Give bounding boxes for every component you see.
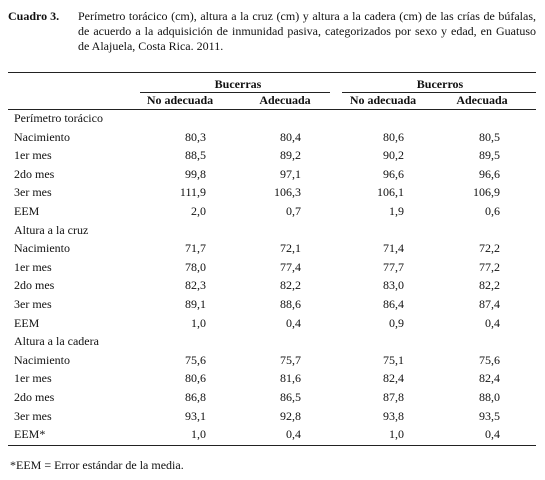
cell-value: 106,1 bbox=[377, 185, 404, 200]
cell-value: 111,9 bbox=[179, 185, 206, 200]
row-label: EEM bbox=[14, 315, 40, 330]
row-label: EEM* bbox=[14, 427, 46, 442]
cell-value: 0,4 bbox=[286, 427, 301, 442]
row-label: 2do mes bbox=[14, 390, 55, 404]
row-label: 3er mes bbox=[14, 297, 52, 311]
cell-value: 72,1 bbox=[280, 241, 301, 256]
cell-value: 106,3 bbox=[274, 185, 301, 200]
cell-value: 99,8 bbox=[185, 166, 206, 181]
group-header: Bucerros bbox=[416, 77, 464, 91]
row-label: 3er mes bbox=[14, 408, 52, 423]
group-rule bbox=[342, 92, 536, 93]
cell-value: 80,6 bbox=[185, 371, 206, 386]
cell-value: 77,4 bbox=[280, 259, 301, 274]
cell-value: 80,3 bbox=[185, 129, 206, 144]
cell-value: 1,0 bbox=[191, 315, 206, 330]
caption-text: Perímetro torácico (cm), altura a la cru… bbox=[78, 9, 536, 53]
cell-value: 1,0 bbox=[191, 427, 206, 442]
column-header: No adecuada bbox=[349, 93, 417, 107]
cell-value: 86,4 bbox=[383, 297, 404, 311]
cell-value: 106,9 bbox=[473, 185, 500, 200]
cell-value: 0,4 bbox=[286, 315, 301, 330]
section-title: Perímetro torácico bbox=[14, 111, 103, 125]
cell-value: 82,3 bbox=[185, 278, 206, 293]
cell-value: 83,0 bbox=[383, 278, 404, 293]
cell-value: 96,6 bbox=[479, 166, 500, 181]
caption-label: Cuadro 3. bbox=[8, 9, 60, 23]
cell-value: 81,6 bbox=[280, 371, 301, 386]
section-title: Altura a la cadera bbox=[14, 334, 99, 349]
column-header: Adecuada bbox=[259, 93, 311, 107]
cell-value: 88,5 bbox=[185, 148, 206, 163]
cell-value: 77,2 bbox=[479, 259, 500, 274]
row-label: Nacimiento bbox=[14, 129, 70, 144]
cell-value: 77,7 bbox=[383, 259, 404, 274]
row-label: EEM bbox=[14, 204, 40, 218]
section-title: Altura a la cruz bbox=[14, 222, 89, 237]
cell-value: 78,0 bbox=[185, 259, 206, 274]
cell-value: 89,2 bbox=[280, 148, 301, 163]
row-label: Nacimiento bbox=[14, 241, 70, 256]
cell-value: 87,8 bbox=[383, 390, 404, 404]
cell-value: 80,4 bbox=[280, 129, 301, 144]
cell-value: 0,6 bbox=[485, 204, 500, 218]
cell-value: 80,5 bbox=[479, 129, 500, 144]
row-label: 1er mes bbox=[14, 259, 52, 274]
cell-value: 87,4 bbox=[479, 297, 500, 311]
cell-value: 80,6 bbox=[383, 129, 404, 144]
cell-value: 90,2 bbox=[383, 148, 404, 163]
cell-value: 93,1 bbox=[185, 408, 206, 423]
cell-value: 75,7 bbox=[280, 352, 301, 367]
cell-value: 0,7 bbox=[286, 204, 301, 218]
cell-value: 93,5 bbox=[479, 408, 500, 423]
cell-value: 96,6 bbox=[383, 166, 404, 181]
footnote: *EEM = Error estándar de la media. bbox=[10, 458, 184, 472]
cell-value: 93,8 bbox=[383, 408, 404, 423]
cell-value: 92,8 bbox=[280, 408, 301, 423]
row-label: 1er mes bbox=[14, 371, 52, 386]
cell-value: 0,4 bbox=[485, 427, 500, 442]
cell-value: 82,2 bbox=[479, 278, 500, 293]
cell-value: 88,0 bbox=[479, 390, 500, 404]
cell-value: 75,1 bbox=[383, 352, 404, 367]
row-label: 2do mes bbox=[14, 166, 55, 181]
cell-value: 82,4 bbox=[383, 371, 404, 386]
row-label: 2do mes bbox=[14, 278, 55, 293]
column-header: Adecuada bbox=[456, 93, 508, 107]
cell-value: 88,6 bbox=[280, 297, 301, 311]
group-header: Bucerras bbox=[214, 77, 262, 91]
cell-value: 75,6 bbox=[479, 352, 500, 367]
cell-value: 89,5 bbox=[479, 148, 500, 163]
caption: Cuadro 3. Perímetro torácico (cm), altur… bbox=[8, 9, 536, 54]
row-label: 1er mes bbox=[14, 148, 52, 163]
cell-value: 0,4 bbox=[485, 315, 500, 330]
cell-value: 82,2 bbox=[280, 278, 301, 293]
cell-value: 0,9 bbox=[389, 315, 404, 330]
top-rule bbox=[8, 72, 536, 73]
cell-value: 89,1 bbox=[185, 297, 206, 311]
cell-value: 82,4 bbox=[479, 371, 500, 386]
cell-value: 86,8 bbox=[185, 390, 206, 404]
cell-value: 75,6 bbox=[185, 352, 206, 367]
bottom-rule bbox=[8, 445, 536, 446]
column-header: No adecuada bbox=[146, 93, 214, 107]
cell-value: 86,5 bbox=[280, 390, 301, 404]
cell-value: 1,9 bbox=[389, 204, 404, 218]
cell-value: 71,4 bbox=[383, 241, 404, 256]
row-label: Nacimiento bbox=[14, 352, 70, 367]
group-rule bbox=[140, 92, 330, 93]
row-label: 3er mes bbox=[14, 185, 52, 200]
cell-value: 97,1 bbox=[280, 166, 301, 181]
cell-value: 2,0 bbox=[191, 204, 206, 218]
header-rule bbox=[8, 109, 536, 110]
cell-value: 72,2 bbox=[479, 241, 500, 256]
cell-value: 71,7 bbox=[185, 241, 206, 256]
cell-value: 1,0 bbox=[389, 427, 404, 442]
